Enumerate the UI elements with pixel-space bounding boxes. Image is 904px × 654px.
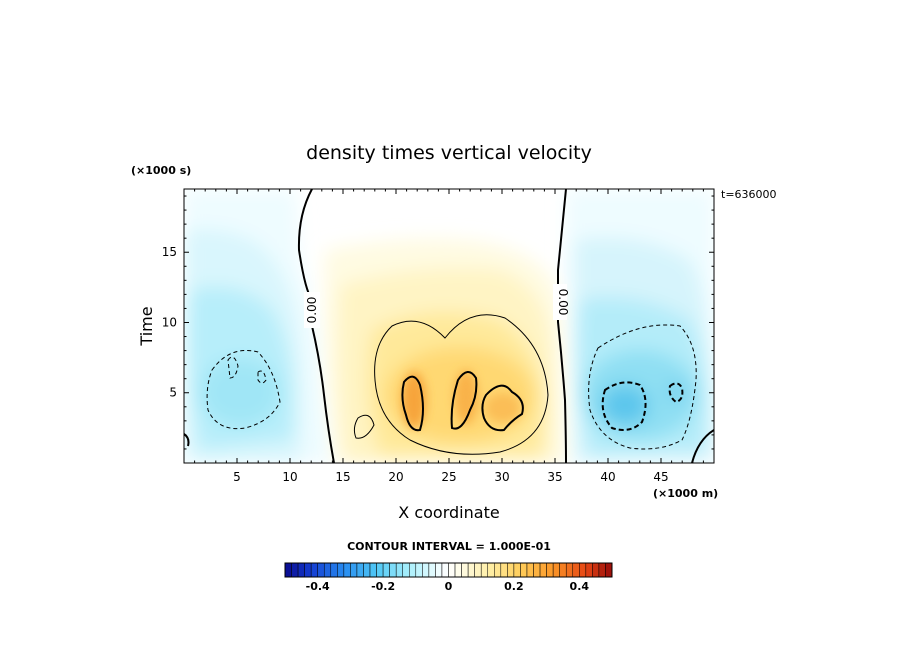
plot-area	[184, 189, 714, 463]
colorbar-cell	[526, 562, 534, 578]
colorbar-cell	[284, 562, 292, 578]
colorbar-cell	[382, 562, 390, 578]
x-tick-label: 10	[282, 470, 297, 484]
x-tick-label: 15	[335, 470, 350, 484]
colorbar-cell	[415, 562, 423, 578]
colorbar-cell	[310, 562, 318, 578]
x-unit-label: (×1000 m)	[653, 487, 718, 500]
central-positive-region	[324, 238, 566, 463]
y-tick-label: 15	[162, 245, 177, 259]
positive-contours-0.2	[401, 371, 524, 432]
contour-interval-text: CONTOUR INTERVAL = 1.000E-01	[347, 540, 551, 553]
y-axis-title: Time	[137, 306, 156, 346]
y-unit-label: (×1000 s)	[131, 164, 191, 177]
colorbar-cell	[389, 562, 397, 578]
x-tick-label: 35	[547, 470, 562, 484]
colorbar-cell	[350, 562, 358, 578]
contour-neg-right	[588, 324, 697, 450]
colorbar-tick-label: 0	[445, 580, 453, 593]
x-tick-label: 25	[441, 470, 456, 484]
colorbar-tick-label: 0.4	[570, 580, 590, 593]
colorbar-tick-label: -0.2	[371, 580, 395, 593]
zero-contour-label-left: 0.00	[305, 297, 319, 324]
colorbar-cell	[474, 562, 482, 578]
colorbar-cell	[500, 562, 508, 578]
colorbar-cell	[579, 562, 587, 578]
x-tick-label: 45	[653, 470, 668, 484]
positive-contours	[353, 314, 549, 455]
negative-contours-0.2	[601, 381, 684, 431]
colorbar-cell	[337, 562, 345, 578]
colorbar-cell	[304, 562, 312, 578]
colorbar-cell	[585, 562, 593, 578]
colorbar-cell	[291, 562, 299, 578]
colorbar-cell	[552, 562, 560, 578]
colorbar-cell	[441, 562, 449, 578]
colorbar-cell	[435, 562, 443, 578]
negative-contours	[206, 324, 697, 450]
y-tick-label: 5	[169, 386, 177, 400]
x-tick-label: 5	[233, 470, 241, 484]
colorbar-cell	[356, 562, 364, 578]
colorbar-cell	[467, 562, 475, 578]
colorbar-cell	[592, 562, 600, 578]
colorbar-cell	[323, 562, 332, 578]
colorbar-cell	[546, 562, 554, 578]
colorbar-tick-label: -0.4	[306, 580, 330, 593]
colorbar-cell	[448, 562, 456, 578]
zero-contour-label-right: 0.00	[556, 289, 570, 316]
colorbar-cell	[376, 562, 384, 578]
colorbar-cell	[343, 562, 351, 578]
colorbar-cell	[507, 562, 515, 578]
zero-contour-right	[557, 189, 567, 463]
colorbar-cell	[402, 562, 410, 578]
colorbar-cell	[428, 562, 436, 578]
colorbar-cell	[559, 562, 567, 578]
x-tick-label: 20	[388, 470, 403, 484]
colorbar-cell	[539, 562, 547, 578]
y-tick-label: 10	[162, 315, 177, 329]
colorbar-tick-label: 0.2	[504, 580, 524, 593]
right-negative-region	[566, 189, 714, 463]
colorbar-cell	[409, 562, 417, 578]
colorbar-cell	[454, 562, 462, 578]
colorbar-cell	[572, 562, 580, 578]
time-label: t=636000	[721, 188, 777, 201]
colorbar-frame	[284, 562, 613, 578]
colorbar-cell	[422, 562, 430, 578]
colorbar-cell	[461, 562, 469, 578]
colorbar-cell	[565, 562, 574, 578]
x-axis: 5 10 15 20 25 30 35 40 45	[194, 189, 704, 484]
colorbar-cell	[598, 562, 606, 578]
colorbar-cell	[363, 562, 371, 578]
colorbar-cell	[494, 562, 502, 578]
colorbar-cell	[533, 562, 541, 578]
colorbar-cell	[330, 562, 338, 578]
contour-0.1	[374, 314, 549, 455]
colorbar-cell	[369, 562, 377, 578]
colorbar-cell	[395, 562, 403, 578]
colorbar-cell	[317, 562, 325, 578]
colorbar-cell	[605, 562, 613, 578]
colorbar-cell	[520, 562, 528, 578]
contour-neg-left	[206, 350, 281, 430]
x-axis-title: X coordinate	[398, 503, 499, 522]
y-axis: 5 10 15	[162, 195, 714, 450]
x-tick-label: 40	[600, 470, 615, 484]
colorbar: -0.4 -0.2 0 0.2 0.4	[284, 562, 613, 593]
colorbar-cell	[487, 562, 495, 578]
chart-title: density times vertical velocity	[306, 142, 592, 164]
x-tick-label: 30	[494, 470, 509, 484]
colorbar-cell	[297, 562, 305, 578]
colorbar-cell	[480, 562, 488, 578]
left-negative-region	[184, 189, 334, 463]
colorbar-cell	[513, 562, 521, 578]
